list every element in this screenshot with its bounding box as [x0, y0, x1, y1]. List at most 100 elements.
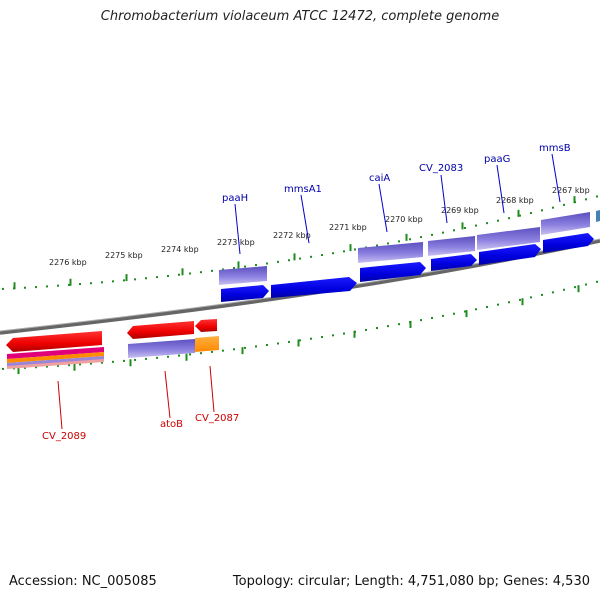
gene-label[interactable]: CV_2087 — [195, 413, 239, 424]
scale-dot — [123, 279, 125, 282]
scale-major-tick — [237, 261, 240, 269]
scale-dot — [233, 348, 235, 351]
scale-dot — [431, 317, 433, 320]
scale-major-tick — [405, 233, 408, 241]
gene-label[interactable]: atoB — [160, 419, 183, 430]
scale-dot — [464, 310, 466, 313]
lower-scale-dots — [2, 280, 598, 375]
gene-label[interactable]: paaG — [484, 154, 510, 165]
scale-tick-label: 2271 kbp — [329, 223, 367, 232]
scale-dot — [222, 268, 224, 271]
scale-dot — [442, 231, 444, 234]
scale-dot — [541, 293, 543, 296]
scale-dot — [233, 267, 235, 270]
scale-dot — [321, 336, 323, 339]
scale-dot — [585, 198, 587, 201]
feature-block[interactable] — [477, 227, 540, 250]
scale-dot — [376, 244, 378, 247]
gene-arrow-CV_2083[interactable] — [431, 254, 477, 271]
scale-dot — [178, 273, 180, 276]
scale-dot — [178, 354, 180, 357]
reverse-feature-track — [7, 336, 219, 369]
scale-dot — [200, 352, 202, 355]
gene-arrow-mmsB[interactable] — [543, 233, 594, 253]
scale-dot — [486, 305, 488, 308]
feature-block[interactable] — [128, 339, 195, 358]
scale-dot — [112, 360, 114, 363]
scale-dot — [541, 209, 543, 212]
scale-dot — [563, 203, 565, 206]
gene-label[interactable]: CV_2089 — [42, 431, 86, 442]
gene-arrow-CV_2089[interactable] — [6, 331, 102, 352]
feature-block[interactable] — [219, 266, 267, 285]
scale-tick-label: 2276 kbp — [49, 258, 87, 267]
scale-dot — [211, 350, 213, 353]
scale-major-tick — [185, 353, 188, 361]
scale-dot — [266, 262, 268, 265]
upper-label-leaders — [234, 153, 561, 255]
feature-block[interactable] — [7, 352, 104, 363]
feature-block-edge[interactable] — [596, 210, 600, 222]
scale-tick-label: 2272 kbp — [273, 231, 311, 240]
scale-dot — [68, 364, 70, 367]
scale-major-tick — [577, 285, 580, 293]
scale-dot — [409, 238, 411, 241]
scale-dot — [90, 282, 92, 285]
scale-dot — [310, 337, 312, 340]
feature-block[interactable] — [195, 336, 219, 352]
gene-arrow-CV_2087[interactable] — [195, 319, 217, 332]
scale-dot — [530, 296, 532, 299]
scale-major-tick — [17, 367, 20, 375]
scale-dot — [112, 280, 114, 283]
scale-dot — [156, 276, 158, 279]
scale-major-tick — [353, 330, 356, 338]
scale-dot — [343, 250, 345, 253]
scale-dot — [35, 286, 37, 289]
scale-dot — [167, 355, 169, 358]
scale-dot — [90, 362, 92, 365]
feature-block[interactable] — [428, 236, 475, 256]
scale-tick-label: 2274 kbp — [161, 245, 199, 254]
scale-dot — [321, 254, 323, 257]
scale-major-tick — [409, 320, 412, 328]
scale-dot — [343, 332, 345, 335]
gene-label[interactable]: CV_2083 — [419, 163, 463, 174]
gene-label[interactable]: mmsB — [539, 143, 571, 154]
scale-dot — [519, 214, 521, 217]
scale-dot — [508, 301, 510, 304]
scale-dot — [354, 248, 356, 251]
scale-dot — [79, 283, 81, 286]
scale-dot — [376, 327, 378, 330]
scale-major-tick — [465, 310, 468, 318]
scale-dot — [299, 257, 301, 260]
map-title: Chromobacterium violaceum ATCC 12472, co… — [100, 9, 500, 24]
feature-block[interactable] — [7, 347, 104, 359]
feature-block[interactable] — [7, 359, 104, 369]
scale-tick-label: 2275 kbp — [105, 251, 143, 260]
gene-arrow-paaH[interactable] — [221, 285, 269, 302]
gene-label[interactable]: mmsA1 — [284, 184, 322, 195]
scale-dot — [101, 281, 103, 284]
scale-dot — [211, 269, 213, 272]
scale-dot — [134, 358, 136, 361]
scale-major-tick — [129, 359, 132, 367]
scale-dot — [123, 359, 125, 362]
gene-label[interactable]: caiA — [369, 173, 390, 184]
scale-dot — [574, 286, 576, 289]
scale-dot — [464, 226, 466, 229]
gene-arrow-caiA[interactable] — [360, 262, 426, 282]
feature-block[interactable] — [541, 212, 590, 235]
gene-label[interactable]: paaH — [222, 193, 248, 204]
scale-dot — [453, 229, 455, 232]
scale-tick-label: 2268 kbp — [496, 196, 534, 205]
scale-dot — [68, 283, 70, 286]
feature-block[interactable] — [358, 242, 423, 263]
genome-summary-text: Topology: circular; Length: 4,751,080 bp… — [232, 574, 590, 589]
gene-arrow-mmsA1[interactable] — [271, 277, 357, 298]
scale-dot — [431, 233, 433, 236]
scale-major-tick — [69, 278, 72, 286]
gene-arrow-paaG[interactable] — [479, 244, 541, 265]
gene-arrow-atoB[interactable] — [127, 321, 194, 339]
scale-major-tick — [297, 339, 300, 347]
